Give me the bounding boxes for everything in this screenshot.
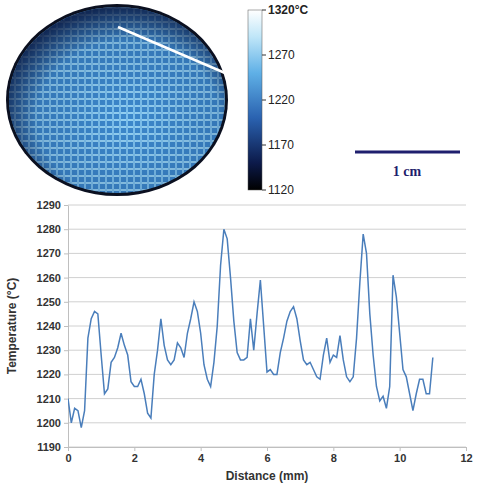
x-tick-mark bbox=[68, 447, 69, 451]
colorbar-tick bbox=[262, 190, 266, 191]
x-tick-mark bbox=[267, 447, 268, 451]
y-tick-mark bbox=[64, 399, 68, 400]
x-tick-label: 8 bbox=[331, 452, 337, 464]
y-axis: 1190 1200 1210 1220 1230 1240 1250 1260 1270 1280… bbox=[37, 199, 69, 453]
colorbar-tick bbox=[262, 145, 266, 146]
colorbar-tick-label: 1270 bbox=[268, 48, 295, 62]
y-tick-label: 1230 bbox=[37, 344, 61, 356]
page: 1320°C12701220117011201 cm11901200121012… bbox=[0, 0, 485, 487]
y-tick: 1230 bbox=[37, 344, 68, 356]
colorbar-tick-label: 1320°C bbox=[268, 3, 308, 17]
grid bbox=[68, 205, 466, 447]
x-tick: 0 bbox=[65, 447, 71, 464]
x-tick-label: 0 bbox=[65, 452, 71, 464]
x-tick: 4 bbox=[198, 447, 205, 464]
grid-line bbox=[68, 422, 466, 423]
colorbar bbox=[248, 10, 262, 190]
y-tick-mark bbox=[64, 447, 68, 448]
y-tick: 1270 bbox=[37, 247, 68, 259]
y-tick-label: 1200 bbox=[37, 417, 61, 429]
y-tick: 1190 bbox=[37, 441, 68, 453]
y-tick: 1220 bbox=[37, 368, 68, 380]
y-tick-mark bbox=[64, 326, 68, 327]
colorbar-tick-label: 1120 bbox=[268, 183, 294, 197]
image-rim bbox=[6, 4, 228, 196]
x-tick-mark bbox=[333, 447, 334, 451]
x-tick: 12 bbox=[460, 447, 472, 464]
y-tick-label: 1210 bbox=[37, 393, 61, 405]
colorbar-tick-label: 1170 bbox=[268, 138, 294, 152]
x-tick: 10 bbox=[394, 447, 406, 464]
y-tick-label: 1190 bbox=[37, 441, 61, 453]
profile-line bbox=[118, 27, 232, 76]
grid-line bbox=[68, 253, 466, 254]
grid-line bbox=[68, 277, 466, 278]
x-tick-mark bbox=[134, 447, 135, 451]
y-tick: 1200 bbox=[37, 417, 68, 429]
x-tick: 8 bbox=[331, 447, 337, 464]
y-tick: 1260 bbox=[37, 272, 68, 284]
data-line bbox=[68, 229, 433, 427]
y-tick-label: 1220 bbox=[37, 368, 61, 380]
y-tick-mark bbox=[64, 229, 68, 230]
y-tick-mark bbox=[64, 205, 68, 206]
colorbar-tick bbox=[262, 55, 266, 56]
grid-line bbox=[68, 374, 466, 375]
y-tick: 1210 bbox=[37, 393, 68, 405]
y-tick-label: 1290 bbox=[37, 199, 61, 211]
x-tick: 2 bbox=[132, 447, 138, 464]
y-tick-mark bbox=[64, 253, 68, 254]
y-tick-mark bbox=[64, 278, 68, 279]
grid-line bbox=[68, 326, 466, 327]
x-tick-label: 4 bbox=[198, 452, 205, 464]
y-tick: 1290 bbox=[37, 199, 68, 211]
y-tick-mark bbox=[64, 423, 68, 424]
y-tick-label: 1280 bbox=[37, 223, 61, 235]
x-axis-title: Distance (mm) bbox=[226, 469, 309, 483]
y-tick: 1240 bbox=[37, 320, 68, 332]
x-tick-mark bbox=[201, 447, 202, 451]
x-tick-mark bbox=[400, 447, 401, 451]
y-tick: 1280 bbox=[37, 223, 68, 235]
plot-area bbox=[68, 229, 433, 427]
y-tick-mark bbox=[64, 302, 68, 303]
grid-line bbox=[68, 350, 466, 351]
grid-line bbox=[68, 301, 466, 302]
x-tick-mark bbox=[466, 447, 467, 451]
y-tick-label: 1240 bbox=[37, 320, 61, 332]
image-shading bbox=[9, 7, 225, 193]
x-tick-label: 12 bbox=[460, 452, 472, 464]
colorbar-tick bbox=[262, 100, 266, 101]
x-tick-label: 2 bbox=[132, 452, 138, 464]
colorbar-tick-label: 1220 bbox=[268, 93, 295, 107]
y-tick-label: 1250 bbox=[37, 296, 61, 308]
grid-line bbox=[68, 398, 466, 399]
y-tick-label: 1260 bbox=[37, 272, 61, 284]
y-tick-mark bbox=[64, 374, 68, 375]
scale-bar bbox=[355, 151, 460, 154]
grid-line bbox=[68, 229, 466, 230]
x-tick-label: 6 bbox=[264, 452, 270, 464]
x-tick: 6 bbox=[264, 447, 270, 464]
colorbar-tick bbox=[262, 10, 266, 11]
x-axis: 0 2 4 6 8 10 12 bbox=[65, 447, 472, 464]
grid-line bbox=[68, 205, 466, 206]
thermal-image bbox=[9, 7, 225, 193]
y-axis-line bbox=[68, 206, 69, 448]
scale-bar-label: 1 cm bbox=[393, 164, 422, 179]
y-tick: 1250 bbox=[37, 296, 68, 308]
x-tick-label: 10 bbox=[394, 452, 406, 464]
y-tick-label: 1270 bbox=[37, 247, 61, 259]
y-axis-title: Temperature (°C) bbox=[5, 278, 19, 375]
y-tick-mark bbox=[64, 350, 68, 351]
